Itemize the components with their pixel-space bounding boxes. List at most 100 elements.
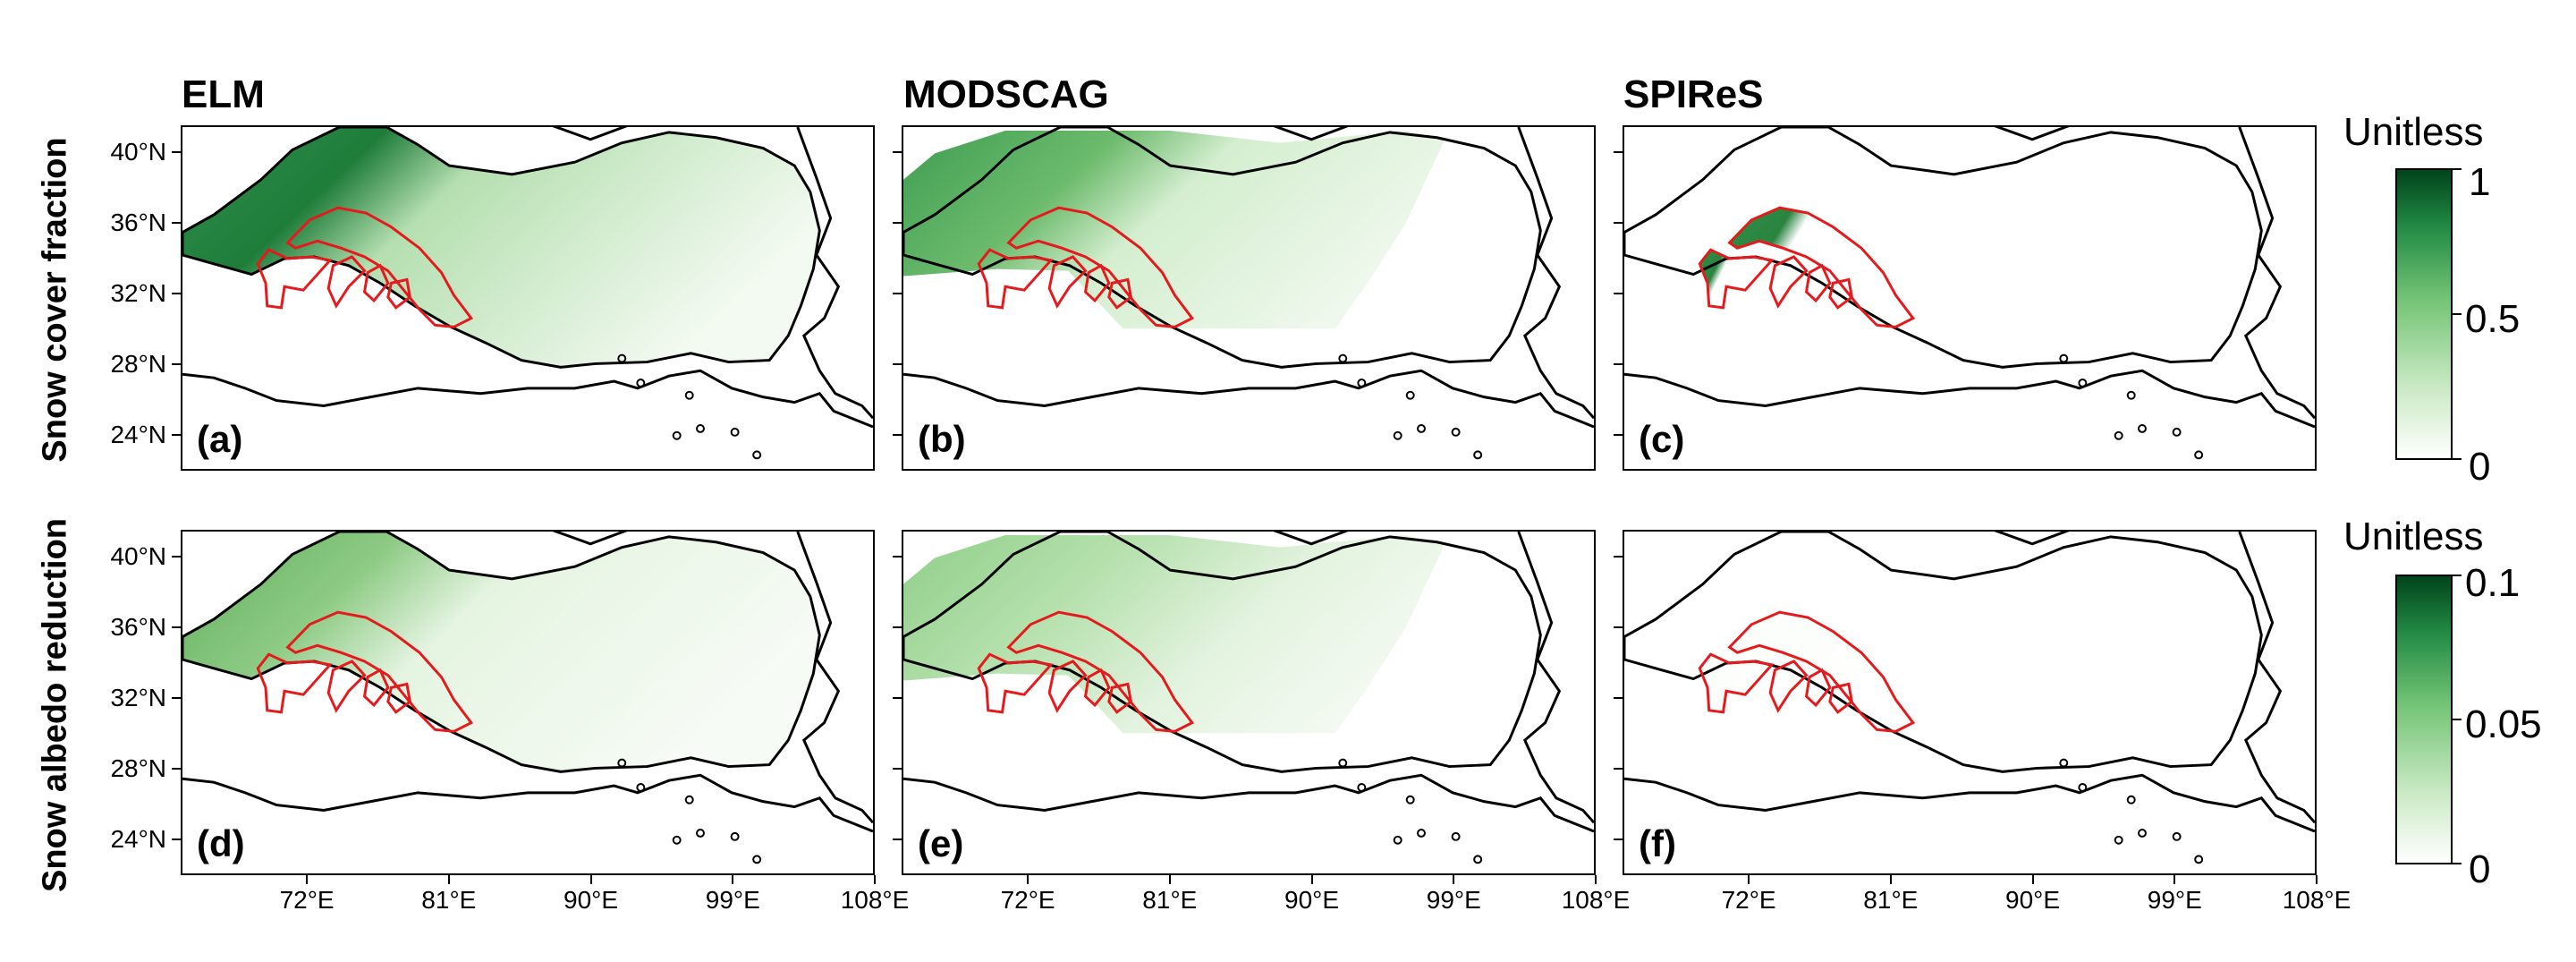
lat-tick-mark xyxy=(1614,293,1623,295)
lon-tick-label: 81°E xyxy=(1863,886,1919,914)
lon-tick-mark xyxy=(589,875,592,884)
colorbar-title-snow-cover: Unitless xyxy=(2343,110,2484,154)
lat-tick-mark xyxy=(172,221,181,224)
lat-tick-label: 32°N xyxy=(110,279,166,308)
lat-tick-mark xyxy=(893,839,902,841)
lon-tick-mark xyxy=(1027,875,1030,884)
lon-tick-mark xyxy=(1310,875,1313,884)
lat-tick-label: 40°N xyxy=(110,137,166,166)
panel-label: (e) xyxy=(918,822,964,864)
lon-tick-label: 99°E xyxy=(1426,886,1481,914)
lat-tick-label: 32°N xyxy=(110,684,166,712)
lat-tick-mark xyxy=(172,293,181,295)
colorbar-tick-max: 0.1 xyxy=(2465,561,2521,605)
lat-tick-mark xyxy=(1614,363,1623,366)
lon-tick-mark xyxy=(2316,875,2318,884)
colorbar-albedo xyxy=(2395,575,2453,864)
colorbar-tick-mark xyxy=(2451,168,2462,170)
lon-tick-label: 90°E xyxy=(564,886,619,914)
column-title-modscag: MODSCAG xyxy=(903,72,1109,116)
panel-label: (a) xyxy=(197,418,243,460)
lat-tick-mark xyxy=(172,626,181,628)
lat-tick-label: 28°N xyxy=(110,754,166,783)
colorbar-tick-mark xyxy=(2451,719,2462,720)
lat-tick-label: 36°N xyxy=(110,208,166,236)
lon-tick-label: 72°E xyxy=(1000,886,1055,914)
map-panel-spires-snow-albedo-reduction: (f) xyxy=(1623,530,2317,875)
map-panel-elm-snow-albedo-reduction: (d) xyxy=(181,530,875,875)
colorbar-snow-cover xyxy=(2395,168,2453,460)
lat-tick-mark xyxy=(1614,839,1623,841)
colorbar-tick-min: 0 xyxy=(2469,445,2491,489)
lat-tick-mark xyxy=(172,150,181,153)
lat-tick-mark xyxy=(893,697,902,700)
panel-label: (c) xyxy=(1639,418,1685,460)
map-canvas xyxy=(182,127,873,460)
lat-tick-mark xyxy=(893,434,902,437)
colorbar-tick-max: 1 xyxy=(2469,160,2491,204)
lon-tick-mark xyxy=(1889,875,1892,884)
lon-tick-mark xyxy=(2174,875,2176,884)
column-title-elm: ELM xyxy=(182,72,265,116)
lon-tick-mark xyxy=(1595,875,1597,884)
lon-tick-label: 108°E xyxy=(2282,886,2351,914)
lon-tick-mark xyxy=(732,875,734,884)
lon-tick-mark xyxy=(447,875,450,884)
panel-label: (b) xyxy=(918,418,966,460)
lon-tick-mark xyxy=(1168,875,1171,884)
colorbar-tick-mark xyxy=(2451,458,2462,460)
lon-tick-mark xyxy=(1748,875,1750,884)
map-canvas xyxy=(1624,532,2315,864)
panel-label: (d) xyxy=(197,822,245,864)
lat-tick-mark xyxy=(1614,150,1623,153)
lat-tick-label: 28°N xyxy=(110,350,166,379)
lat-tick-mark xyxy=(1614,697,1623,700)
lon-tick-label: 108°E xyxy=(840,886,910,914)
lat-tick-mark xyxy=(172,555,181,558)
colorbar-title-albedo: Unitless xyxy=(2343,515,2484,558)
colorbar-tick-mark xyxy=(2451,863,2462,864)
lon-tick-label: 81°E xyxy=(1142,886,1198,914)
lon-tick-mark xyxy=(306,875,309,884)
lat-tick-mark xyxy=(172,697,181,700)
lat-tick-mark xyxy=(1614,221,1623,224)
map-canvas xyxy=(903,127,1594,460)
lat-tick-mark xyxy=(893,768,902,770)
lon-tick-label: 90°E xyxy=(2005,886,2061,914)
lat-tick-mark xyxy=(1614,626,1623,628)
lat-tick-mark xyxy=(172,434,181,437)
lon-tick-label: 81°E xyxy=(421,886,477,914)
lat-tick-label: 24°N xyxy=(110,825,166,854)
lat-tick-mark xyxy=(893,150,902,153)
colorbar-tick-min: 0 xyxy=(2469,847,2491,891)
map-panel-elm-snow-cover-fraction: (a) xyxy=(181,125,875,471)
colorbar-tick-mid: 0.05 xyxy=(2465,702,2542,746)
map-panel-modscag-snow-cover-fraction: (b) xyxy=(902,125,1596,471)
lat-tick-label: 24°N xyxy=(110,421,166,449)
row-label-snow-cover-fraction: Snow cover fraction xyxy=(36,137,74,463)
lat-tick-mark xyxy=(1614,555,1623,558)
lat-tick-mark xyxy=(1614,434,1623,437)
lat-tick-mark xyxy=(172,363,181,366)
lat-tick-mark xyxy=(893,626,902,628)
lon-tick-label: 99°E xyxy=(2147,886,2202,914)
lat-tick-mark xyxy=(1614,768,1623,770)
lon-tick-mark xyxy=(2031,875,2034,884)
lat-tick-label: 40°N xyxy=(110,541,166,570)
lon-tick-label: 72°E xyxy=(1721,886,1776,914)
row-label-snow-albedo-reduction: Snow albedo reduction xyxy=(36,517,74,893)
lat-tick-mark xyxy=(172,768,181,770)
lat-tick-mark xyxy=(172,839,181,841)
lat-tick-mark xyxy=(893,363,902,366)
map-canvas xyxy=(903,532,1594,864)
map-panel-modscag-snow-albedo-reduction: (e) xyxy=(902,530,1596,875)
map-canvas xyxy=(1624,127,2315,460)
lat-tick-mark xyxy=(893,221,902,224)
panel-label: (f) xyxy=(1639,822,1676,864)
lon-tick-label: 99°E xyxy=(705,886,760,914)
colorbar-tick-mark xyxy=(2451,575,2462,576)
lon-tick-label: 72°E xyxy=(279,886,335,914)
map-canvas xyxy=(182,532,873,864)
lon-tick-mark xyxy=(874,875,876,884)
column-title-spires: SPIReS xyxy=(1623,72,1764,116)
